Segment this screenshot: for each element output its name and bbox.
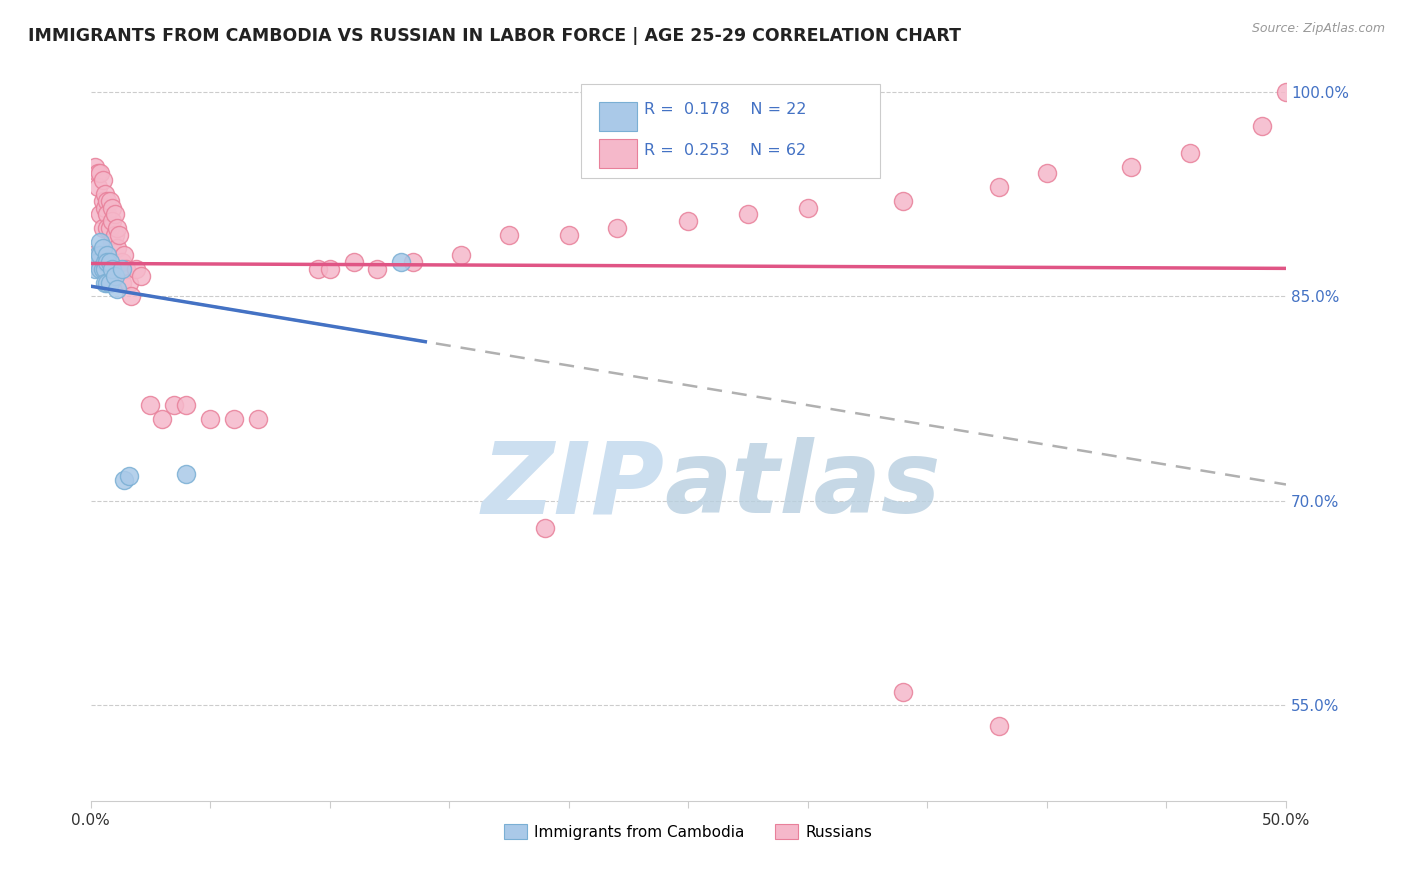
Point	[150, 412, 173, 426]
Point	[118, 276, 141, 290]
Point	[534, 521, 557, 535]
Point	[163, 398, 186, 412]
Point	[91, 194, 114, 208]
Point	[307, 261, 329, 276]
Point	[115, 261, 138, 276]
Text: IMMIGRANTS FROM CAMBODIA VS RUSSIAN IN LABOR FORCE | AGE 25-29 CORRELATION CHART: IMMIGRANTS FROM CAMBODIA VS RUSSIAN IN L…	[28, 27, 962, 45]
Point	[84, 160, 107, 174]
Point	[94, 255, 117, 269]
Point	[84, 261, 107, 276]
Point	[103, 268, 125, 283]
Point	[89, 235, 111, 249]
Point	[988, 719, 1011, 733]
Point	[112, 473, 135, 487]
Text: R =  0.178    N = 22: R = 0.178 N = 22	[644, 103, 807, 117]
Text: R =  0.253    N = 62: R = 0.253 N = 62	[644, 144, 806, 158]
Point	[111, 255, 134, 269]
Point	[1036, 166, 1059, 180]
Point	[402, 255, 425, 269]
Point	[450, 248, 472, 262]
Point	[112, 248, 135, 262]
Point	[558, 227, 581, 242]
Point	[366, 261, 388, 276]
Point	[101, 214, 124, 228]
Point	[91, 221, 114, 235]
Point	[105, 221, 128, 235]
FancyBboxPatch shape	[581, 85, 880, 178]
Point	[82, 248, 104, 262]
Point	[108, 227, 131, 242]
Point	[94, 186, 117, 201]
Point	[98, 194, 121, 208]
Point	[246, 412, 269, 426]
Point	[893, 685, 915, 699]
Point	[96, 194, 118, 208]
Point	[342, 255, 364, 269]
Bar	[599, 102, 637, 131]
Point	[96, 255, 118, 269]
Point	[797, 201, 820, 215]
Point	[87, 180, 110, 194]
Point	[105, 282, 128, 296]
Point	[139, 398, 162, 412]
Text: ZIP: ZIP	[481, 437, 665, 534]
Point	[96, 207, 118, 221]
Point	[87, 255, 110, 269]
Point	[96, 276, 118, 290]
Point	[89, 207, 111, 221]
Point	[101, 201, 124, 215]
Point	[174, 467, 197, 481]
Point	[89, 248, 111, 262]
Point	[222, 412, 245, 426]
Point	[96, 248, 118, 262]
Point	[125, 261, 148, 276]
Point	[111, 261, 134, 276]
Point	[737, 207, 759, 221]
Point	[94, 261, 117, 276]
Point	[87, 248, 110, 262]
Point	[91, 242, 114, 256]
Point	[174, 398, 197, 412]
Bar	[599, 139, 637, 169]
Point	[103, 227, 125, 242]
Point	[94, 201, 117, 215]
Point	[118, 469, 141, 483]
Text: atlas: atlas	[665, 437, 941, 534]
Point	[103, 207, 125, 221]
Point	[101, 235, 124, 249]
Point	[988, 180, 1011, 194]
Point	[87, 166, 110, 180]
Point	[498, 227, 520, 242]
Point	[96, 221, 118, 235]
Point	[1275, 85, 1298, 99]
Point	[98, 276, 121, 290]
Point	[101, 261, 124, 276]
Point	[1119, 160, 1142, 174]
Point	[1251, 119, 1274, 133]
Legend: Immigrants from Cambodia, Russians: Immigrants from Cambodia, Russians	[498, 818, 879, 846]
Point	[129, 268, 152, 283]
Point	[98, 221, 121, 235]
Point	[1180, 146, 1202, 161]
Point	[82, 255, 104, 269]
Point	[120, 289, 142, 303]
Point	[91, 173, 114, 187]
Point	[91, 261, 114, 276]
Point	[89, 166, 111, 180]
Point	[893, 194, 915, 208]
Text: Source: ZipAtlas.com: Source: ZipAtlas.com	[1251, 22, 1385, 36]
Point	[98, 255, 121, 269]
Point	[606, 221, 628, 235]
Point	[105, 242, 128, 256]
Point	[94, 276, 117, 290]
Point	[111, 276, 134, 290]
Point	[678, 214, 700, 228]
Point	[389, 255, 412, 269]
Point	[89, 261, 111, 276]
Point	[198, 412, 221, 426]
Point	[318, 261, 340, 276]
